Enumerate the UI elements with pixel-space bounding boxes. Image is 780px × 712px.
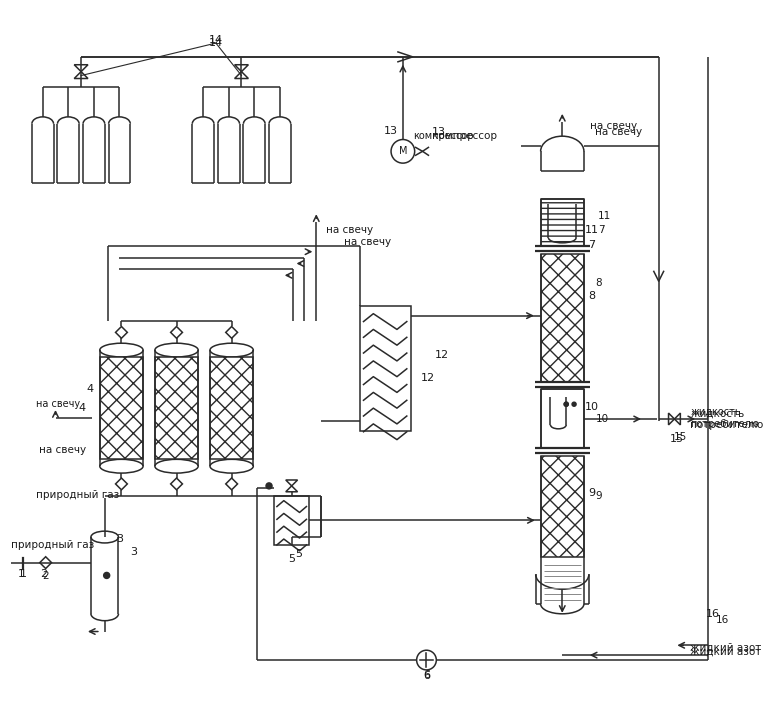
Bar	[155, 357, 198, 459]
Text: природный газ: природный газ	[11, 540, 94, 550]
Circle shape	[572, 402, 576, 406]
Polygon shape	[285, 486, 298, 492]
Text: компрессор: компрессор	[432, 130, 498, 140]
Text: 10: 10	[585, 402, 599, 412]
Ellipse shape	[210, 459, 254, 473]
Bar	[541, 253, 584, 382]
Circle shape	[564, 402, 568, 406]
Text: 12: 12	[420, 372, 434, 382]
Ellipse shape	[210, 343, 254, 357]
Text: 5: 5	[295, 549, 302, 559]
Text: 10: 10	[596, 414, 609, 424]
Text: 2: 2	[42, 572, 49, 582]
Polygon shape	[171, 327, 183, 338]
Text: 4: 4	[79, 403, 86, 413]
Text: жидкость: жидкость	[690, 407, 741, 417]
Text: на свечу: на свечу	[344, 237, 391, 247]
Text: потребителю: потребителю	[690, 420, 764, 430]
Text: на свечу: на свечу	[39, 446, 86, 456]
Text: потребителю: потребителю	[690, 419, 759, 429]
Text: 15: 15	[669, 434, 683, 444]
Text: жидкость: жидкость	[690, 409, 744, 419]
Text: 4: 4	[87, 384, 94, 394]
Text: 2: 2	[40, 570, 48, 580]
Polygon shape	[225, 478, 238, 490]
Text: на свечу: на свечу	[326, 225, 374, 235]
Text: 16: 16	[706, 609, 720, 619]
Text: жидкий азот: жидкий азот	[690, 642, 761, 652]
Circle shape	[391, 140, 415, 163]
Text: M: M	[399, 147, 407, 157]
Polygon shape	[235, 65, 248, 72]
Polygon shape	[668, 413, 675, 425]
Text: 3: 3	[130, 547, 137, 557]
Text: 6: 6	[423, 670, 430, 680]
Text: 8: 8	[588, 291, 595, 301]
Text: 6: 6	[423, 671, 430, 681]
Text: 7: 7	[597, 225, 604, 235]
Text: природный газ: природный газ	[36, 490, 119, 500]
Text: 15: 15	[674, 431, 687, 441]
Bar	[541, 199, 584, 246]
Text: на свечу: на свечу	[594, 127, 642, 137]
Polygon shape	[171, 478, 183, 490]
Polygon shape	[285, 480, 298, 486]
Circle shape	[104, 572, 110, 578]
Text: на свечу: на свечу	[590, 121, 637, 131]
Text: 13: 13	[432, 127, 446, 137]
Circle shape	[417, 650, 436, 670]
Ellipse shape	[155, 459, 198, 473]
Text: на свечу: на свечу	[36, 399, 80, 409]
Bar	[210, 357, 254, 459]
Circle shape	[564, 402, 568, 406]
Text: 1: 1	[20, 570, 27, 580]
Text: компрессор: компрессор	[413, 130, 473, 140]
Polygon shape	[115, 327, 127, 338]
Polygon shape	[235, 72, 248, 78]
Text: 11: 11	[585, 225, 599, 235]
Text: 14: 14	[209, 35, 223, 45]
Circle shape	[266, 483, 272, 489]
Bar	[360, 306, 411, 431]
Bar	[274, 496, 310, 545]
Ellipse shape	[155, 343, 198, 357]
Text: 14: 14	[209, 38, 223, 48]
Ellipse shape	[91, 531, 119, 543]
Text: 1: 1	[18, 570, 24, 580]
Text: 9: 9	[588, 488, 595, 498]
Polygon shape	[115, 478, 127, 490]
Text: жидкий азот: жидкий азот	[690, 646, 761, 656]
Text: 9: 9	[596, 491, 602, 501]
Text: 5: 5	[288, 554, 295, 564]
Bar	[541, 389, 584, 449]
Text: 13: 13	[384, 125, 398, 136]
Text: 3: 3	[116, 534, 123, 544]
Bar	[100, 357, 143, 459]
Ellipse shape	[100, 343, 143, 357]
Bar	[541, 456, 584, 557]
Text: 11: 11	[597, 211, 611, 221]
Text: 8: 8	[596, 278, 602, 288]
Polygon shape	[74, 72, 88, 78]
Text: 16: 16	[716, 614, 729, 624]
Polygon shape	[225, 327, 238, 338]
Polygon shape	[74, 65, 88, 72]
Polygon shape	[675, 413, 680, 425]
Text: 7: 7	[588, 240, 595, 250]
Ellipse shape	[100, 459, 143, 473]
Text: 12: 12	[435, 350, 449, 360]
Polygon shape	[40, 557, 51, 569]
